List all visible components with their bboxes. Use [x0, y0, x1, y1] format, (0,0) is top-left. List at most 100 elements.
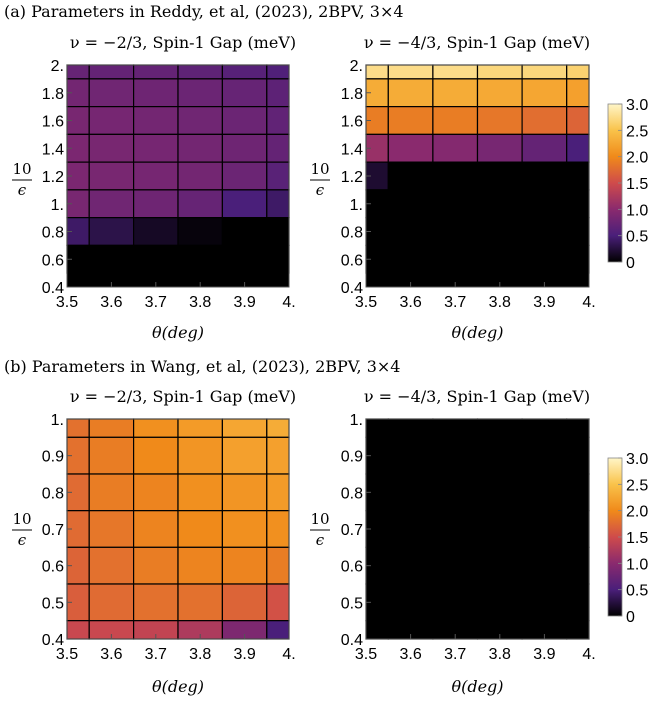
y-tick-label: 2. [51, 58, 64, 75]
x-tick-label: 4. [282, 646, 295, 663]
heatmap-cell [221, 583, 268, 622]
heatmap-cell [177, 244, 224, 274]
chart-title: ν = −2/3, Spin-1 Gap (meV) [70, 387, 296, 406]
heatmap-b-right: ν = −4/3, Spin-1 Gap (meV) 3.5 3.6 3.7 3.8 3.… [310, 387, 596, 696]
heatmap-cell [221, 436, 268, 475]
y-tick-label: 0.7 [42, 522, 64, 539]
heatmap-cell [521, 189, 568, 219]
heatmap-cell [432, 510, 479, 548]
x-tick-label: 4. [582, 646, 595, 663]
y-axis-label-denominator: ϵ [316, 181, 325, 199]
y-tick-label: 1.2 [42, 169, 64, 186]
heatmap-cell [133, 64, 179, 80]
x-tick-label: 3.6 [100, 294, 122, 311]
y-tick-label: 0.5 [341, 595, 363, 612]
heatmap-cell [266, 78, 290, 108]
heatmap-cell [432, 78, 479, 108]
y-axis-label-numerator: 10 [310, 160, 329, 178]
heatmap-cell [476, 161, 523, 191]
heatmap-cell [521, 78, 568, 108]
heatmap-cell [133, 583, 179, 622]
heatmap-cell [521, 244, 568, 274]
heatmap-cell [387, 78, 434, 108]
heatmap-cell [133, 78, 179, 108]
heatmap-cell [521, 473, 568, 512]
x-tick-label: 3.6 [399, 294, 421, 311]
heatmap-cell [177, 473, 224, 512]
x-tick-label: 3.8 [489, 294, 511, 311]
y-tick-label: 0.6 [42, 252, 64, 269]
heatmap-cell [476, 189, 523, 219]
heatmap-cell [566, 436, 590, 475]
heatmap-cell [133, 473, 179, 512]
heatmap-cell [365, 64, 389, 80]
heatmap-cell [221, 64, 268, 80]
heatmap-cell [66, 620, 90, 640]
heatmap-cell [266, 133, 290, 163]
x-tick-label: 3.8 [189, 646, 211, 663]
heatmap-cell [432, 133, 479, 163]
heatmap-cell [88, 244, 135, 274]
y-tick-label: 1.6 [42, 114, 64, 131]
heatmap-cell [521, 64, 568, 80]
y-tick-label: 1.2 [341, 169, 363, 186]
x-tick-label: 3.8 [489, 646, 511, 663]
heatmap-cell [88, 133, 135, 163]
colorbar-tick-label: 0.5 [626, 583, 648, 600]
heatmap-cell [266, 217, 290, 246]
heatmap-a-left: ν = −2/3, Spin-1 Gap (meV) 3.5 3.6 3.7 3.8 3.… [12, 33, 296, 342]
heatmap-cell [476, 473, 523, 512]
heatmap-cell [177, 161, 224, 191]
heatmap-cell [177, 436, 224, 475]
x-tick-label: 3.5 [56, 294, 78, 311]
heatmap-cell [177, 418, 224, 438]
x-tick-label: 3.9 [233, 294, 255, 311]
colorbar-tick-label: 2.5 [626, 123, 648, 140]
heatmap-cell [521, 510, 568, 548]
chart-title: ν = −4/3, Spin-1 Gap (meV) [364, 387, 590, 406]
heatmap-cell [566, 106, 590, 135]
heatmap-cell [88, 473, 135, 512]
y-tick-label: 1.8 [42, 86, 64, 103]
heatmap-b-left: ν = −2/3, Spin-1 Gap (meV) 3.5 3.6 3.7 3.8 3.… [12, 387, 296, 696]
heatmap-cell [221, 161, 268, 191]
heatmap-cell [521, 546, 568, 585]
heatmap-cell [266, 244, 290, 274]
heatmap-cell [133, 244, 179, 274]
heatmap-cell [66, 64, 90, 80]
heatmap-cell [66, 418, 90, 438]
y-axis-label-denominator: ϵ [316, 531, 325, 549]
y-tick-label: 0.4 [341, 280, 363, 297]
chart-title: ν = −4/3, Spin-1 Gap (meV) [364, 33, 590, 52]
heatmap-cell [221, 189, 268, 219]
x-axis-label: θ(deg) [451, 677, 503, 696]
y-tick-label: 0.6 [341, 252, 363, 269]
heatmap-cell [88, 546, 135, 585]
y-tick-label: 1. [350, 197, 363, 214]
colorbar-tick-label: 1.5 [626, 530, 648, 547]
heatmap-cell [365, 418, 389, 438]
heatmap-cell [476, 133, 523, 163]
y-axis-label-denominator: ϵ [18, 181, 27, 199]
heatmap-cell [432, 583, 479, 622]
heatmap-cell [133, 189, 179, 219]
heatmap-cell [177, 189, 224, 219]
heatmap-cell [133, 217, 179, 246]
heatmap-cell [88, 583, 135, 622]
y-tick-label: 0.6 [341, 559, 363, 576]
y-tick-label: 0.7 [341, 522, 363, 539]
colorbar-tick-label: 2.0 [626, 150, 648, 167]
x-axis-label: θ(deg) [451, 323, 503, 342]
heatmap-cell [88, 510, 135, 548]
heatmap-cell [432, 106, 479, 135]
x-tick-label: 3.7 [145, 294, 167, 311]
colorbar-tick-label: 1.0 [626, 556, 648, 573]
y-axis-label-numerator: 10 [310, 510, 329, 528]
y-tick-label: 1.4 [42, 141, 64, 158]
heatmap-cell [88, 418, 135, 438]
heatmap-cell [266, 64, 290, 80]
heatmap-cell [432, 161, 479, 191]
panel-a-label: (a) Parameters in Reddy, et al, (2023), … [4, 2, 404, 21]
colorbar-tick-label: 3.0 [626, 97, 648, 114]
